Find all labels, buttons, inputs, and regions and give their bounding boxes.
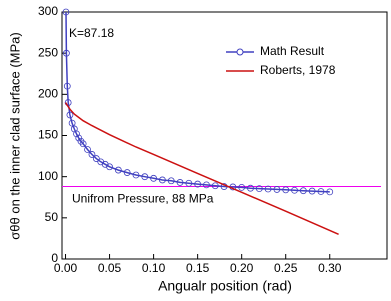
marker xyxy=(203,181,210,189)
y-tick-label: 150 xyxy=(38,128,58,142)
marker xyxy=(194,180,202,188)
x-tick-label: 0.30 xyxy=(318,261,342,275)
marker xyxy=(176,179,184,186)
marker xyxy=(264,185,272,193)
marker xyxy=(88,151,96,158)
y-tick-label: 250 xyxy=(38,45,58,59)
marker xyxy=(73,130,80,138)
series-line xyxy=(65,11,330,193)
marker xyxy=(123,169,131,176)
annotation: K=87.18 xyxy=(69,26,114,40)
marker xyxy=(167,177,175,185)
marker xyxy=(92,155,100,162)
y-tick-label: 300 xyxy=(38,4,58,18)
x-tick-label: 0.00 xyxy=(54,261,78,275)
marker xyxy=(211,182,219,190)
x-tick-label: 0.25 xyxy=(274,261,298,275)
marker xyxy=(247,184,254,192)
marker xyxy=(114,166,122,174)
reference-label: Unifrom Pressure, 88 MPa xyxy=(72,192,214,206)
marker xyxy=(84,146,91,153)
marker xyxy=(159,176,166,184)
y-tick-label: 100 xyxy=(38,169,58,183)
marker xyxy=(62,8,70,16)
marker xyxy=(68,119,76,127)
x-tick-label: 0.15 xyxy=(186,261,210,275)
marker xyxy=(308,187,316,195)
series-line xyxy=(64,102,339,235)
legend-label: Math Result xyxy=(260,44,325,58)
legend-marker xyxy=(236,48,244,56)
marker xyxy=(63,49,70,57)
x-axis-label: Angualr position (rad) xyxy=(158,278,292,294)
marker xyxy=(66,111,74,119)
marker xyxy=(77,137,85,145)
marker xyxy=(79,140,87,148)
marker xyxy=(132,171,140,179)
marker xyxy=(63,82,71,90)
marker xyxy=(150,174,157,182)
y-tick-label: 0 xyxy=(51,251,58,265)
marker xyxy=(238,183,246,191)
x-tick-label: 0.05 xyxy=(98,261,122,275)
marker xyxy=(255,185,263,193)
y-axis-label: σθθ on the inner clad surface (MPa) xyxy=(7,32,22,239)
x-tick-label: 0.20 xyxy=(230,261,254,275)
y-tick-label: 50 xyxy=(45,210,59,224)
marker xyxy=(317,188,325,195)
x-tick-label: 0.10 xyxy=(142,261,166,275)
marker xyxy=(326,188,334,196)
marker xyxy=(141,173,149,181)
marker xyxy=(273,186,281,193)
marker xyxy=(299,187,307,195)
marker xyxy=(291,186,298,194)
marker xyxy=(282,186,290,194)
marker xyxy=(185,179,193,187)
legend-label: Roberts, 1978 xyxy=(260,63,336,77)
y-tick-label: 200 xyxy=(38,87,58,101)
marker xyxy=(106,163,113,171)
